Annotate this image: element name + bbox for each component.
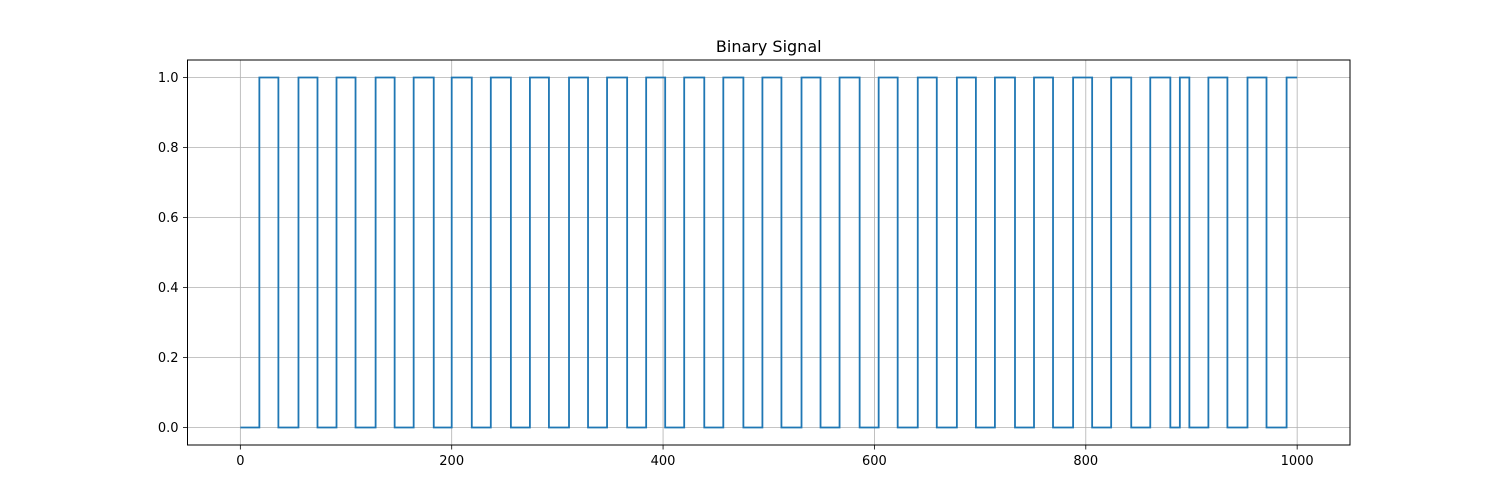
x-tick-label: 0 — [236, 454, 244, 469]
plot-frame — [187, 59, 1351, 446]
y-tick-label: 0.0 — [158, 421, 179, 436]
y-axis: 0.0 0.2 0.4 0.6 0.8 1.0 — [158, 71, 188, 436]
y-tick-label: 0.8 — [158, 141, 179, 156]
signal-series-line — [240, 76, 1298, 429]
y-tick-label: 0.2 — [158, 351, 179, 366]
x-tick-label: 200 — [439, 454, 464, 469]
x-tick-label: 600 — [862, 454, 887, 469]
chart-title: Binary Signal — [716, 37, 822, 56]
x-tick-label: 400 — [651, 454, 676, 469]
x-axis: 0 200 400 600 800 1000 — [236, 445, 1314, 469]
x-tick-label: 800 — [1073, 454, 1098, 469]
grid — [187, 60, 1350, 445]
y-tick-label: 1.0 — [158, 71, 179, 86]
x-tick-label: 1000 — [1281, 454, 1314, 469]
y-tick-label: 0.4 — [158, 281, 179, 296]
series-layer — [240, 76, 1298, 429]
y-tick-label: 0.6 — [158, 211, 179, 226]
